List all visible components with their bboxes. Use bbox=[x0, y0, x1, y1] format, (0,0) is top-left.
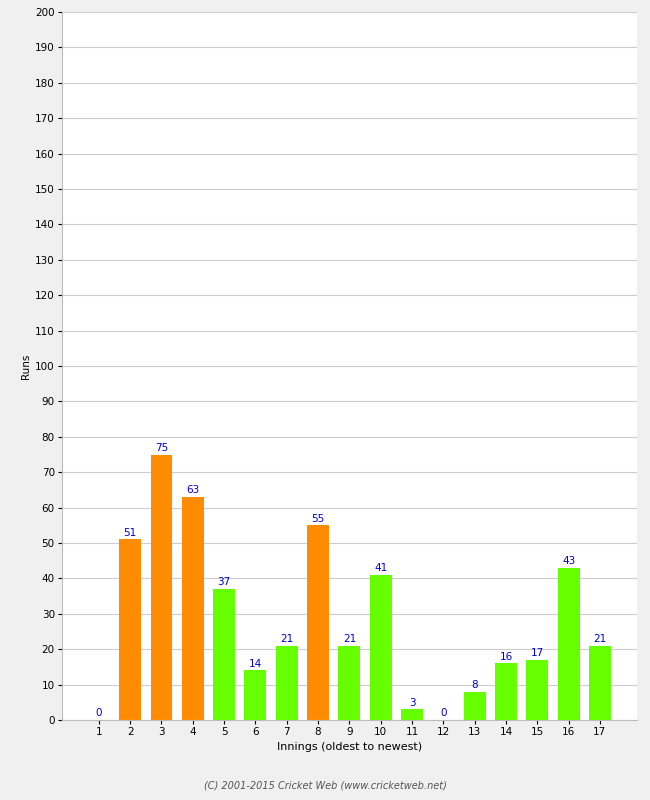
Bar bbox=[307, 526, 329, 720]
Text: 0: 0 bbox=[440, 708, 447, 718]
Text: 37: 37 bbox=[218, 578, 231, 587]
Text: 21: 21 bbox=[593, 634, 606, 644]
Text: 3: 3 bbox=[409, 698, 415, 708]
Bar bbox=[151, 454, 172, 720]
Bar bbox=[213, 589, 235, 720]
Text: 43: 43 bbox=[562, 556, 575, 566]
Text: 55: 55 bbox=[311, 514, 325, 523]
Text: 41: 41 bbox=[374, 563, 387, 573]
Text: 63: 63 bbox=[186, 486, 200, 495]
Text: 21: 21 bbox=[280, 634, 293, 644]
Bar bbox=[589, 646, 611, 720]
Text: 8: 8 bbox=[471, 680, 478, 690]
Bar bbox=[495, 663, 517, 720]
Text: 17: 17 bbox=[530, 648, 544, 658]
Text: 51: 51 bbox=[124, 528, 136, 538]
Bar bbox=[276, 646, 298, 720]
Bar bbox=[401, 710, 423, 720]
Bar bbox=[526, 660, 548, 720]
Text: 75: 75 bbox=[155, 442, 168, 453]
Text: 16: 16 bbox=[499, 651, 513, 662]
Bar bbox=[339, 646, 360, 720]
Text: 0: 0 bbox=[96, 708, 102, 718]
Bar bbox=[463, 692, 486, 720]
Bar bbox=[244, 670, 266, 720]
Text: (C) 2001-2015 Cricket Web (www.cricketweb.net): (C) 2001-2015 Cricket Web (www.cricketwe… bbox=[203, 781, 447, 790]
Bar bbox=[558, 568, 580, 720]
Bar bbox=[182, 497, 203, 720]
Y-axis label: Runs: Runs bbox=[21, 354, 31, 378]
Bar bbox=[370, 575, 392, 720]
Text: 14: 14 bbox=[249, 658, 262, 669]
X-axis label: Innings (oldest to newest): Innings (oldest to newest) bbox=[277, 742, 422, 753]
Text: 21: 21 bbox=[343, 634, 356, 644]
Bar bbox=[119, 539, 141, 720]
